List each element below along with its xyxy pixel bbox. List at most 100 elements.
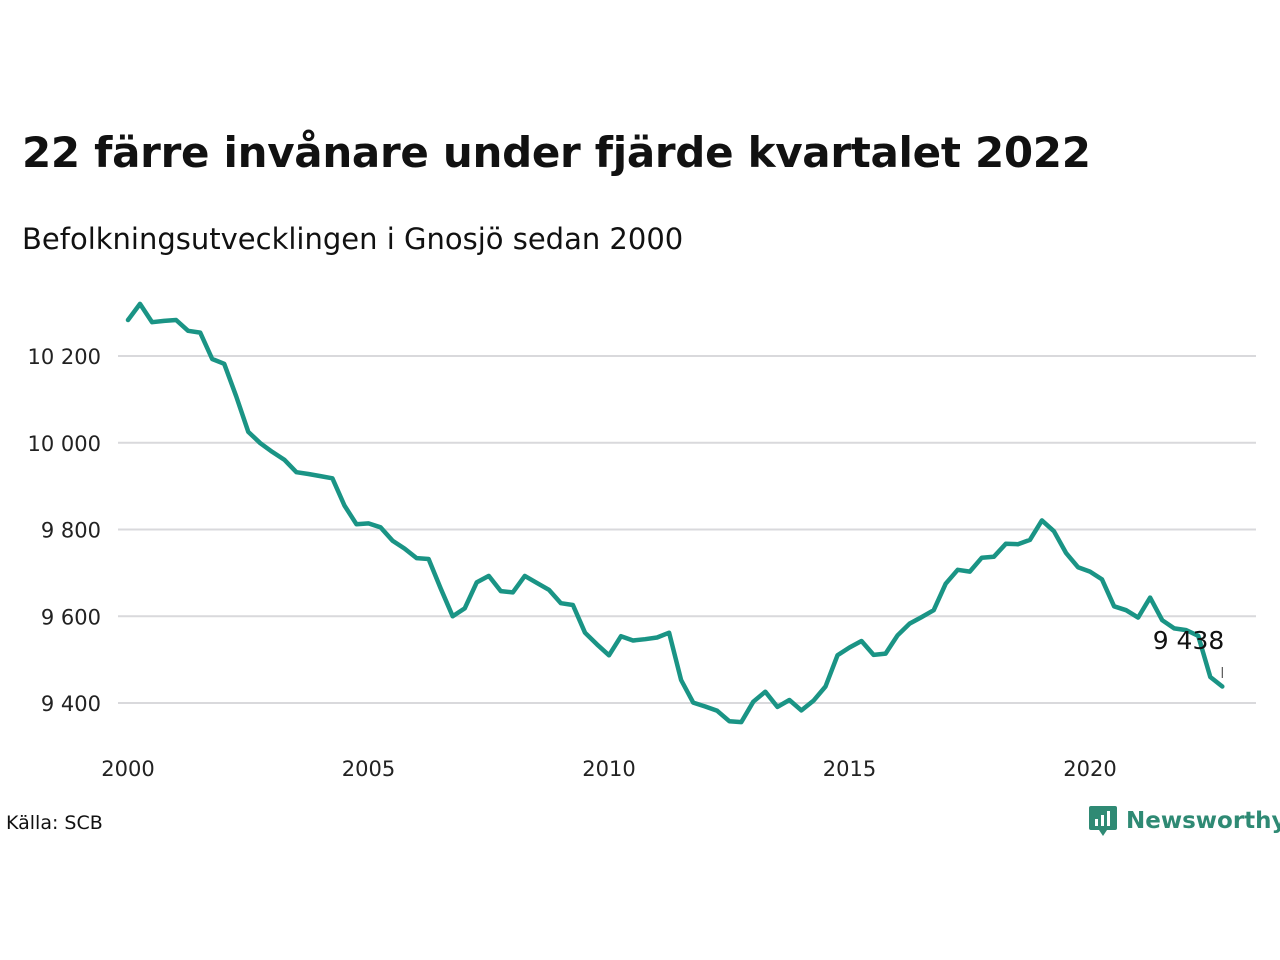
data-point-58 [822, 684, 828, 690]
chart-subtitle: Befolkningsutvecklingen i Gnosjö sedan 2… [22, 222, 684, 256]
end-value-label: 9 438 [1153, 626, 1225, 655]
data-point-11 [257, 440, 263, 446]
data-point-85 [1147, 595, 1153, 601]
data-point-50 [726, 718, 732, 724]
data-point-69 [955, 567, 961, 573]
data-point-66 [919, 614, 925, 620]
data-point-10 [245, 429, 251, 435]
data-point-20 [366, 520, 372, 526]
data-point-17 [329, 475, 335, 481]
y-tick-label-10200: 10 200 [28, 345, 101, 369]
x-tick-label-2015: 2015 [823, 757, 876, 781]
data-point-61 [859, 638, 865, 644]
line-chart: 9 400 9 600 9 800 10 000 10 200 2000 2005 2010… [28, 301, 1256, 781]
data-point-41 [618, 633, 624, 639]
data-point-82 [1111, 603, 1117, 609]
data-point-35 [546, 587, 552, 593]
data-point-34 [534, 580, 540, 586]
data-point-54 [774, 704, 780, 710]
data-point-32 [510, 589, 516, 595]
end-label-layer: 9 438 [1153, 626, 1225, 678]
x-tick-label-2000: 2000 [101, 757, 154, 781]
data-point-80 [1087, 569, 1093, 575]
data-point-59 [834, 652, 840, 658]
data-point-26 [438, 585, 444, 591]
data-point-24 [414, 555, 420, 561]
data-point-86 [1159, 617, 1165, 623]
data-point-40 [606, 652, 612, 658]
data-point-28 [462, 605, 468, 611]
data-point-12 [269, 449, 275, 455]
data-point-83 [1123, 607, 1129, 613]
data-point-38 [582, 630, 588, 636]
data-point-18 [341, 503, 347, 509]
data-point-64 [895, 632, 901, 638]
data-point-47 [690, 700, 696, 706]
y-tick-label-9800: 9 800 [41, 519, 101, 543]
data-point-49 [714, 708, 720, 714]
data-point-79 [1075, 564, 1081, 570]
x-tick-label-2010: 2010 [582, 757, 635, 781]
data-point-84 [1135, 615, 1141, 621]
data-point-27 [450, 613, 456, 619]
data-point-63 [883, 651, 889, 657]
data-point-3 [161, 318, 167, 324]
data-point-2 [149, 319, 155, 325]
data-point-68 [943, 581, 949, 587]
brand-name: Newsworthy [1126, 808, 1280, 834]
source-note: Källa: SCB [6, 812, 103, 834]
data-point-16 [317, 473, 323, 479]
data-point-39 [594, 641, 600, 647]
grid-lines [118, 355, 1256, 704]
data-point-29 [474, 579, 480, 585]
data-point-71 [979, 555, 985, 561]
data-point-8 [221, 361, 227, 367]
data-point-13 [281, 457, 287, 463]
x-tick-label-2020: 2020 [1063, 757, 1116, 781]
data-point-45 [666, 630, 672, 636]
data-point-55 [786, 697, 792, 703]
y-tick-label-10000: 10 000 [28, 432, 101, 456]
data-point-25 [426, 556, 432, 562]
data-point-77 [1051, 528, 1057, 534]
data-point-36 [558, 600, 564, 606]
y-tick-label-9400: 9 400 [41, 692, 101, 716]
data-point-57 [810, 698, 816, 704]
data-point-75 [1027, 537, 1033, 543]
data-point-1 [137, 301, 143, 307]
data-point-67 [931, 607, 937, 613]
data-point-73 [1003, 541, 1009, 547]
data-point-56 [798, 707, 804, 713]
data-point-19 [353, 521, 359, 527]
data-point-0 [125, 317, 131, 323]
data-point-22 [390, 538, 396, 544]
data-point-23 [402, 546, 408, 552]
data-point-60 [847, 644, 853, 650]
population-series-line [125, 301, 1225, 725]
data-point-7 [209, 356, 215, 362]
y-tick-label-9600: 9 600 [41, 605, 101, 629]
data-point-51 [738, 719, 744, 725]
data-point-5 [185, 328, 191, 334]
data-point-70 [967, 569, 973, 575]
data-point-4 [173, 317, 179, 323]
data-point-62 [871, 652, 877, 658]
y-axis-labels: 9 400 9 600 9 800 10 000 10 200 [28, 345, 101, 716]
newsworthy-brand: Newsworthy [1088, 804, 1280, 838]
data-point-14 [293, 469, 299, 475]
data-point-90 [1207, 674, 1213, 680]
newsworthy-logo-icon [1089, 806, 1117, 836]
data-point-48 [702, 703, 708, 709]
data-point-65 [907, 621, 913, 627]
data-point-31 [498, 588, 504, 594]
data-point-74 [1015, 541, 1021, 547]
series-layer [125, 301, 1225, 725]
data-point-91 [1219, 684, 1225, 690]
data-point-6 [197, 330, 203, 336]
data-point-21 [378, 524, 384, 530]
data-point-42 [630, 638, 636, 644]
data-point-52 [750, 699, 756, 705]
chart-title: 22 färre invånare under fjärde kvartalet… [22, 128, 1091, 177]
data-point-33 [522, 573, 528, 579]
data-point-37 [570, 602, 576, 608]
